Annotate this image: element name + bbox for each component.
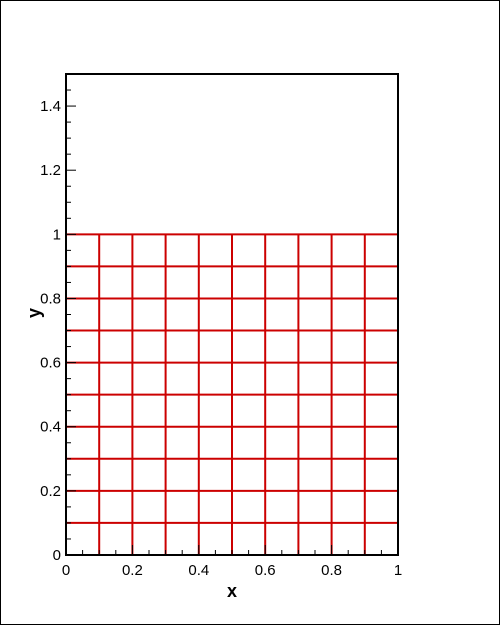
plot-area-border: [65, 73, 399, 556]
y-tick-label: 0.2: [40, 483, 61, 500]
x-axis-title: x: [227, 581, 237, 601]
x-tick-label: 0.8: [321, 562, 342, 579]
y-tick-label: 1.2: [40, 162, 61, 179]
y-tick-label: 0: [53, 547, 61, 564]
y-tick-label: 0.6: [40, 355, 61, 372]
x-tick-label: 0.4: [188, 562, 209, 579]
x-tick-label: 0.2: [122, 562, 143, 579]
y-tick-label: 0.8: [40, 290, 61, 307]
y-tick-label: 0.4: [40, 419, 61, 436]
y-axis-title: y: [24, 308, 44, 318]
mesh-grid: [66, 233, 398, 555]
tick-labels: 0 0.2 0.4 0.6 0.8 1 0 0.2 0.4 0.6 0.8 1 1.2 1.4: [40, 98, 402, 579]
y-tick-label: 1.4: [40, 98, 61, 115]
x-tick-label: 0: [62, 562, 70, 579]
x-tick-label: 0.6: [255, 562, 276, 579]
x-tick-label: 1: [394, 562, 402, 579]
y-tick-label: 1: [53, 226, 61, 243]
